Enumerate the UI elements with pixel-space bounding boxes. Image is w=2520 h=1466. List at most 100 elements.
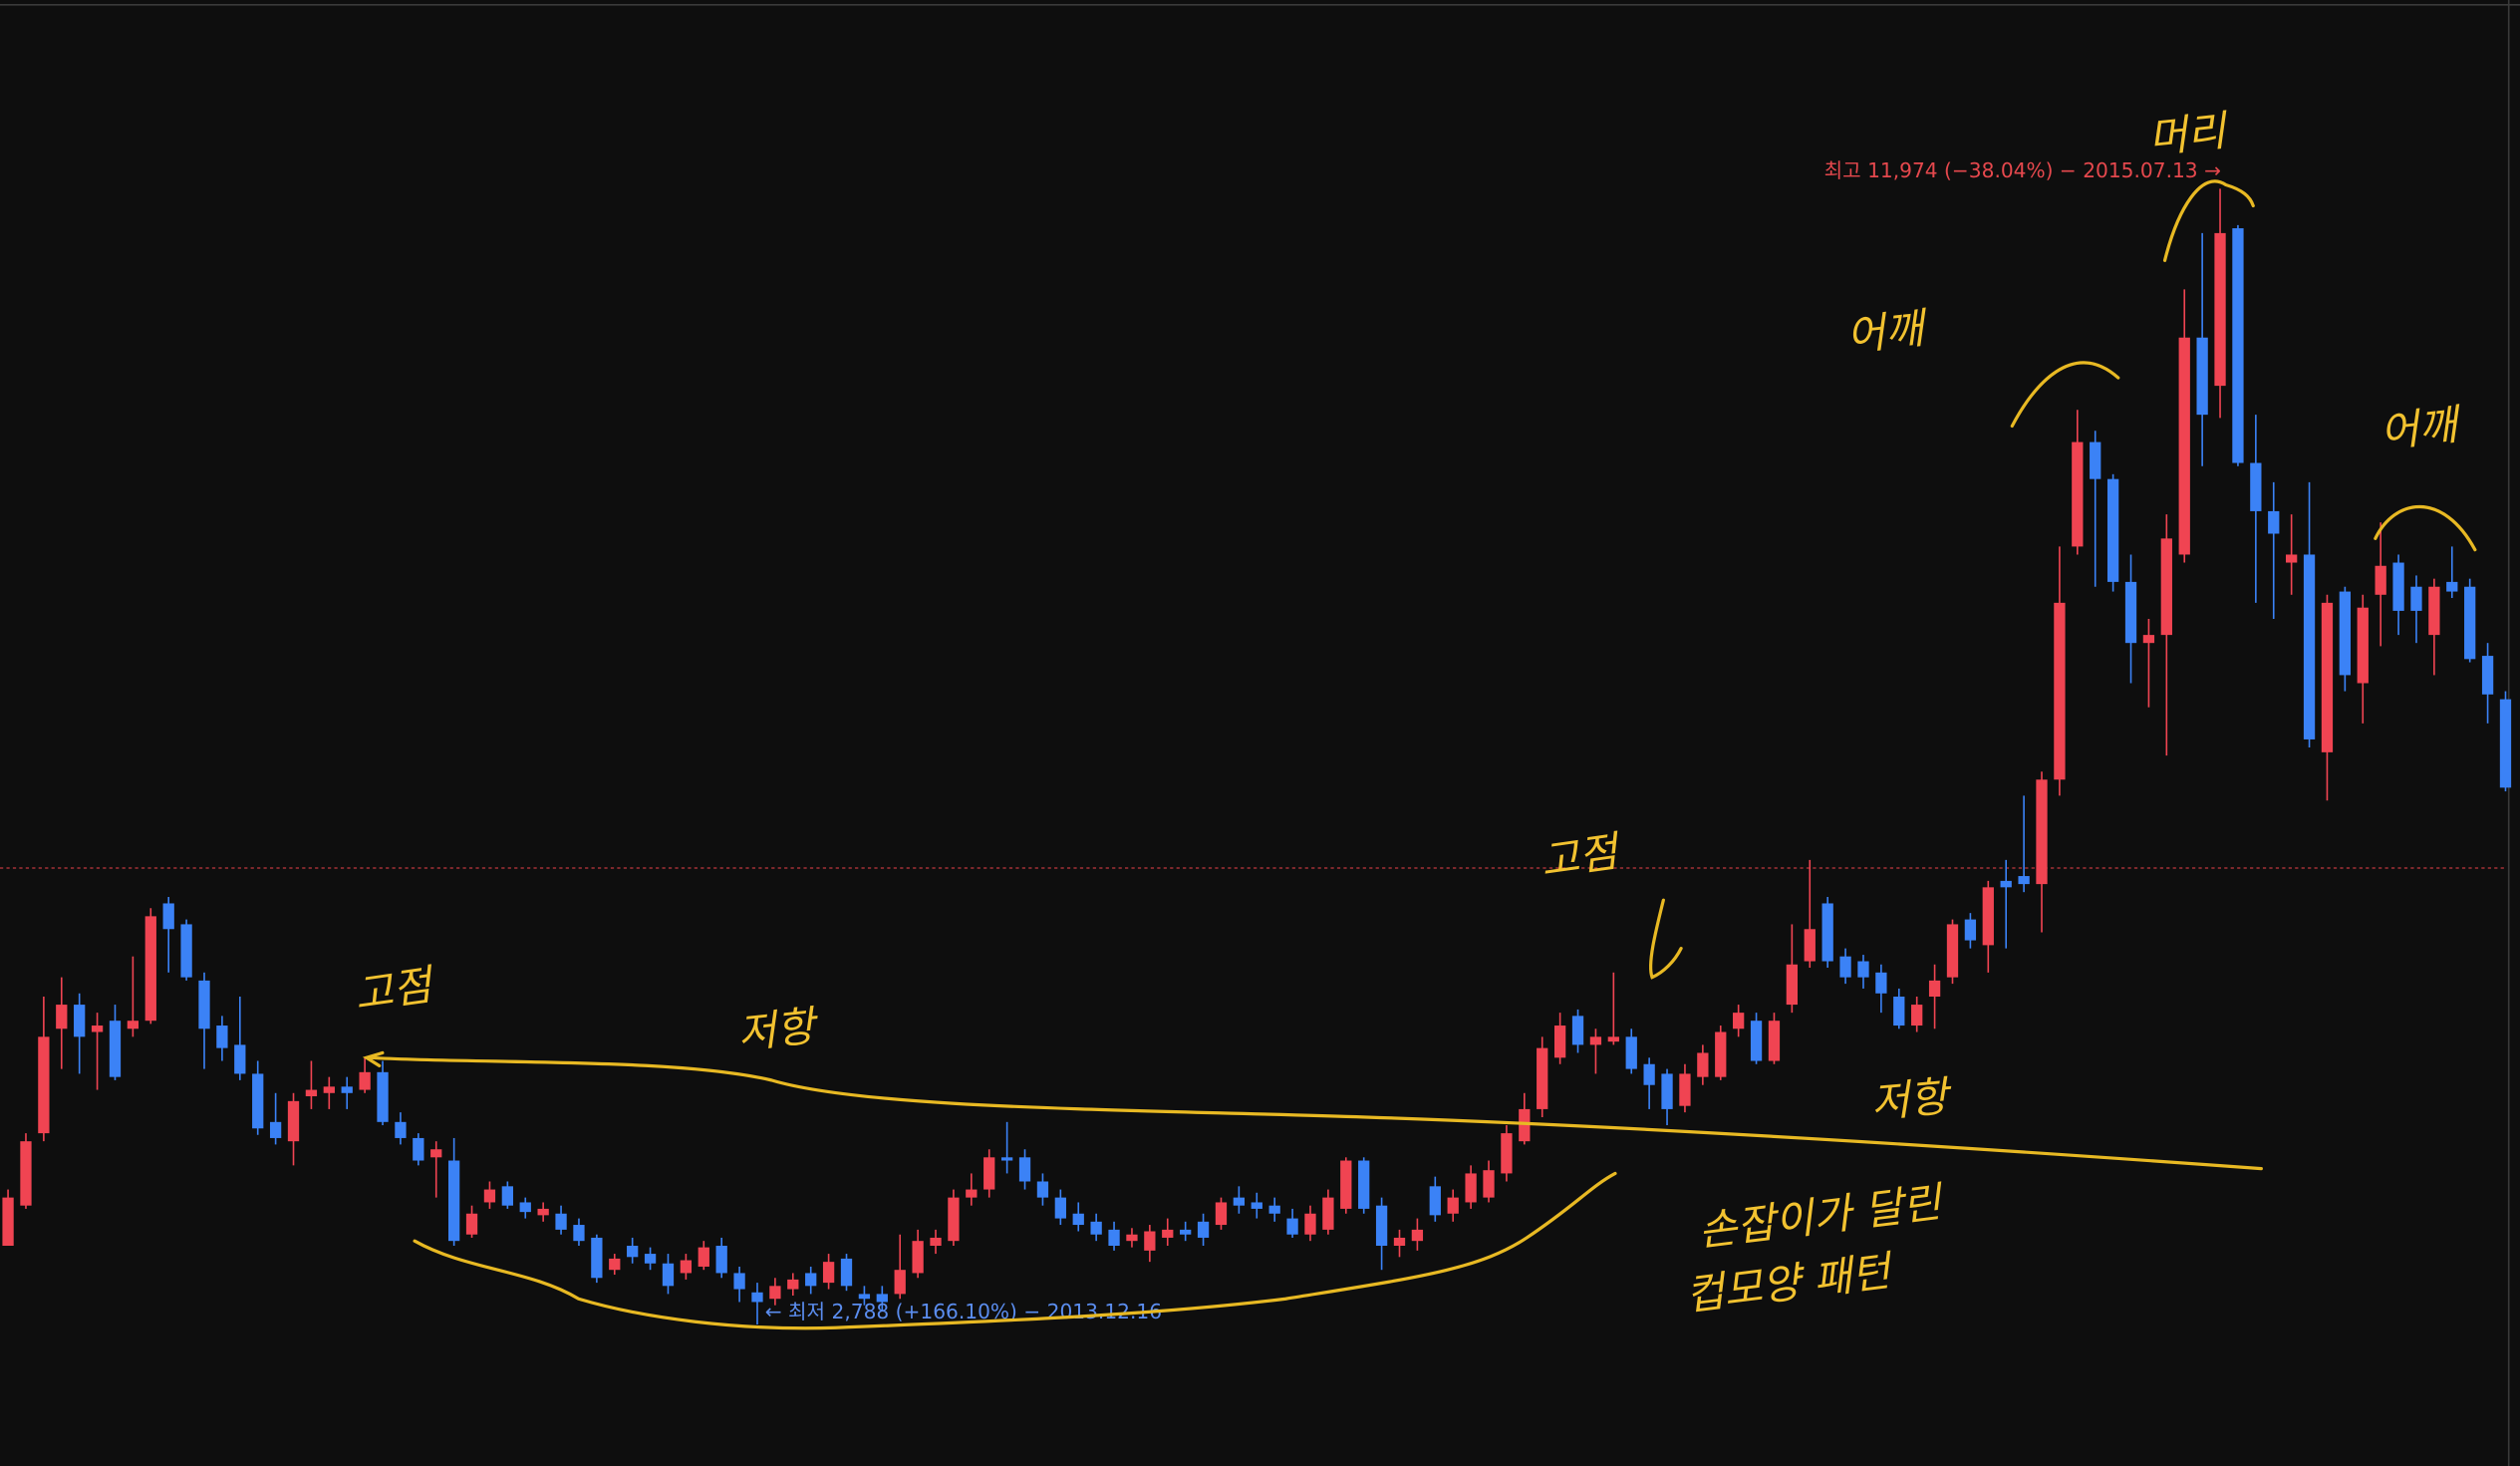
candle-body [858,1294,871,1300]
candle-body [1839,956,1851,978]
candle-body [2286,554,2298,563]
candle-body [1733,1013,1745,1029]
candle-body [1679,1073,1691,1106]
candle-body [2321,602,2334,752]
candle-body [2124,581,2137,644]
candle-body [1215,1202,1228,1226]
candle-body [1072,1213,1084,1226]
right-shoulder-arc [2374,505,2477,552]
candle-body [930,1237,942,1247]
candle-body [1054,1197,1066,1219]
high-label: 최고 11,974 (−38.04%) − 2015.07.13 → [1824,158,2221,182]
candle-body [2268,510,2280,534]
candle-body [715,1246,727,1274]
candle-body [1946,924,1959,978]
candle-body [2481,656,2494,695]
candle-body [2054,602,2066,780]
candle-body [733,1273,745,1290]
candle-body [2232,228,2244,463]
candle-body [2428,586,2440,636]
candle-body [2339,591,2352,676]
candle-body [1393,1237,1406,1247]
candle-body [1553,1026,1566,1058]
annotation: 머리 [2146,106,2231,162]
candle-body [894,1270,906,1295]
candle-body [573,1225,585,1242]
candle-body [627,1246,639,1258]
annotation: 고점 [352,960,438,1020]
candle-body [1411,1229,1424,1242]
annotation: 저항 [735,1001,822,1057]
head-arc [2162,179,2255,262]
candle-body [2214,232,2226,387]
candle-body [395,1121,407,1138]
candle-body [519,1202,531,1213]
candle-body [287,1100,300,1142]
candle-body [2072,441,2084,547]
resistance-line [368,1055,2263,1171]
candle-body [483,1189,496,1203]
candle-body [555,1213,567,1230]
candle-body [2357,607,2369,684]
candle-body [591,1237,603,1279]
candle-body [2000,880,2012,888]
candle-body [56,1005,68,1029]
candle-body [1000,1157,1013,1161]
candle-body [644,1254,657,1264]
candle-body [1233,1197,1246,1206]
annotation: 고점 [1538,826,1624,886]
candle-body [1340,1160,1352,1209]
candle-body [787,1279,799,1290]
candle-body [1018,1157,1031,1182]
candle-body [1358,1160,1370,1209]
candle-body [1090,1221,1102,1235]
candle-body [2375,565,2386,595]
candle-body [1875,972,1887,994]
candle-body [91,1026,104,1032]
candle-body [1893,997,1905,1026]
candle-body [912,1241,924,1274]
candle-body [1928,980,1941,998]
candle-body [430,1149,442,1158]
candle-body [252,1073,264,1129]
candle-body [1715,1031,1727,1077]
candle-body [2464,586,2476,660]
candle-body [876,1294,888,1303]
candle-body [1982,887,1994,946]
arrow-head [362,1050,385,1067]
candle-body [1304,1213,1316,1235]
candle-body [465,1213,478,1235]
candle-body [609,1258,621,1271]
candle-body [1465,1173,1477,1203]
candle-body [1483,1170,1495,1198]
annotation: 저항 [1869,1071,1956,1127]
candle-body [1286,1218,1298,1235]
candle-body [2018,876,2030,885]
candle-body [1786,964,1799,1006]
candle-body [698,1247,709,1267]
candle-body [1821,903,1833,962]
candle-body [1625,1036,1637,1069]
candle-body [2106,478,2119,582]
candle-body [1697,1052,1709,1077]
candle-body [1126,1234,1138,1242]
candles [0,188,2512,1325]
candle-body [537,1208,549,1216]
candle-body [180,924,192,978]
candle-body [680,1260,693,1274]
candle-body [501,1186,513,1206]
low-label: ← 최저 2,788 (+166.10%) − 2013.12.16 [765,1300,1162,1323]
candle-body [840,1258,853,1287]
candle-body [2,1197,14,1247]
candle-body [305,1089,318,1097]
candle-body [1429,1186,1441,1216]
candle-body [1144,1231,1156,1251]
candle-body [162,903,174,930]
candle-body [2446,581,2458,592]
candle-body [1180,1229,1192,1235]
annotations: 고점 저항 고점 저항 어깨 머리 어깨 손잡이가 달린 컵모양 패턴 [352,106,2477,1330]
candle-body [1322,1197,1334,1230]
cup-curve [413,1171,1617,1330]
candle-body [983,1157,995,1190]
